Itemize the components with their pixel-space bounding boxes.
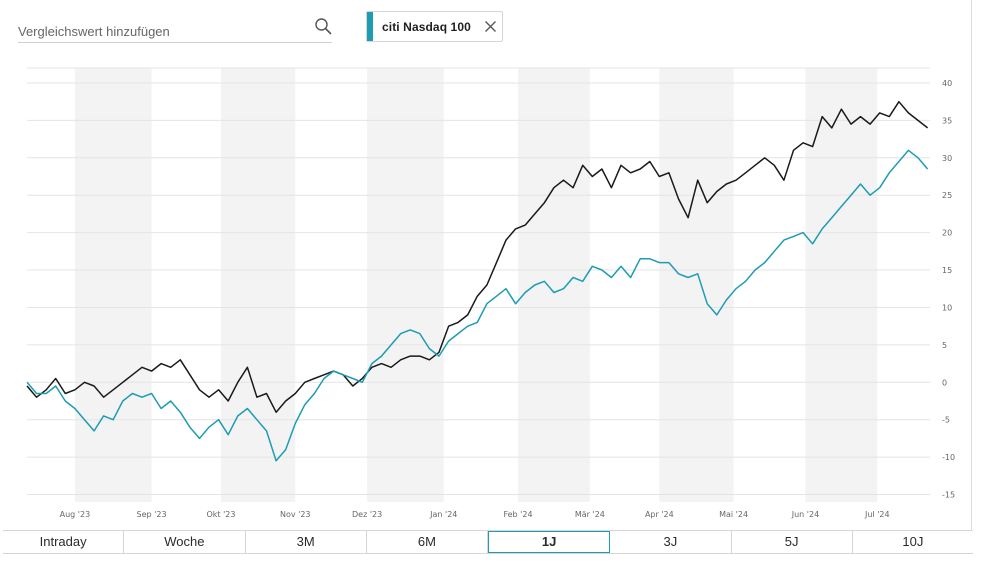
y-tick-label: 35 [942, 116, 952, 125]
x-axis-ticks: Aug '23 Sep '23 Okt '23 Nov '23 Dez '23 Jan '… [60, 510, 890, 519]
month-band [367, 68, 444, 502]
chart-frame-border [971, 0, 972, 531]
month-band [659, 68, 734, 502]
series-line-benchmark [26, 100, 929, 413]
y-axis-ticks: 40 35 30 25 20 15 10 5 0 -5 -10 -15 [942, 79, 955, 500]
y-tick-label: 0 [942, 378, 947, 387]
series-line-citi-nasdaq-100 [26, 149, 929, 462]
series-lines [26, 100, 929, 462]
y-tick-label: 10 [942, 303, 952, 312]
close-icon[interactable] [484, 20, 497, 33]
time-range-selector: Intraday Woche 3M 6M 1J 3J 5J 10J [3, 530, 973, 554]
search-icon[interactable] [314, 17, 332, 35]
range-week-button[interactable]: Woche [124, 531, 246, 553]
month-band [74, 68, 152, 502]
x-tick-label: Nov '23 [280, 510, 311, 519]
x-tick-label: Dez '23 [352, 510, 382, 519]
x-tick-label: Jul '24 [864, 510, 890, 519]
month-band [518, 68, 590, 502]
y-tick-label: -5 [942, 416, 950, 425]
range-10y-button[interactable]: 10J [852, 531, 973, 553]
instrument-chip-label: citi Nasdaq 100 [382, 20, 471, 34]
instrument-chip: citi Nasdaq 100 [366, 11, 503, 42]
x-tick-label: Mai '24 [719, 510, 748, 519]
gridlines [27, 67, 930, 496]
x-tick-label: Jun '24 [791, 510, 819, 519]
range-3m-button[interactable]: 3M [245, 531, 367, 553]
x-tick-label: Mär '24 [575, 510, 605, 519]
y-tick-label: 30 [942, 154, 952, 163]
compare-search [18, 14, 332, 43]
month-band [805, 68, 878, 502]
range-1y-button[interactable]: 1J [488, 531, 611, 553]
y-tick-label: 25 [942, 191, 952, 200]
y-tick-label: 15 [942, 266, 952, 275]
range-5y-button[interactable]: 5J [731, 531, 853, 553]
range-3y-button[interactable]: 3J [610, 531, 732, 553]
y-tick-label: -15 [942, 491, 955, 500]
month-band [221, 68, 296, 502]
y-tick-label: 20 [942, 229, 952, 238]
x-tick-label: Aug '23 [60, 510, 91, 519]
x-tick-label: Sep '23 [137, 510, 167, 519]
month-bands [74, 68, 878, 502]
range-intraday-button[interactable]: Intraday [3, 531, 125, 553]
y-tick-label: 40 [942, 79, 952, 88]
compare-search-input[interactable] [18, 20, 298, 42]
x-tick-label: Okt '23 [207, 510, 236, 519]
range-6m-button[interactable]: 6M [366, 531, 488, 553]
y-tick-label: -10 [942, 453, 955, 462]
y-tick-label: 5 [942, 341, 947, 350]
x-tick-label: Feb '24 [503, 510, 532, 519]
instrument-color-marker [367, 12, 373, 41]
x-tick-label: Apr '24 [645, 510, 674, 519]
x-tick-label: Jan '24 [429, 510, 457, 519]
performance-chart: 40 35 30 25 20 15 10 5 0 -5 -10 -15 Aug '23 Sep '23 O… [26, 67, 955, 519]
